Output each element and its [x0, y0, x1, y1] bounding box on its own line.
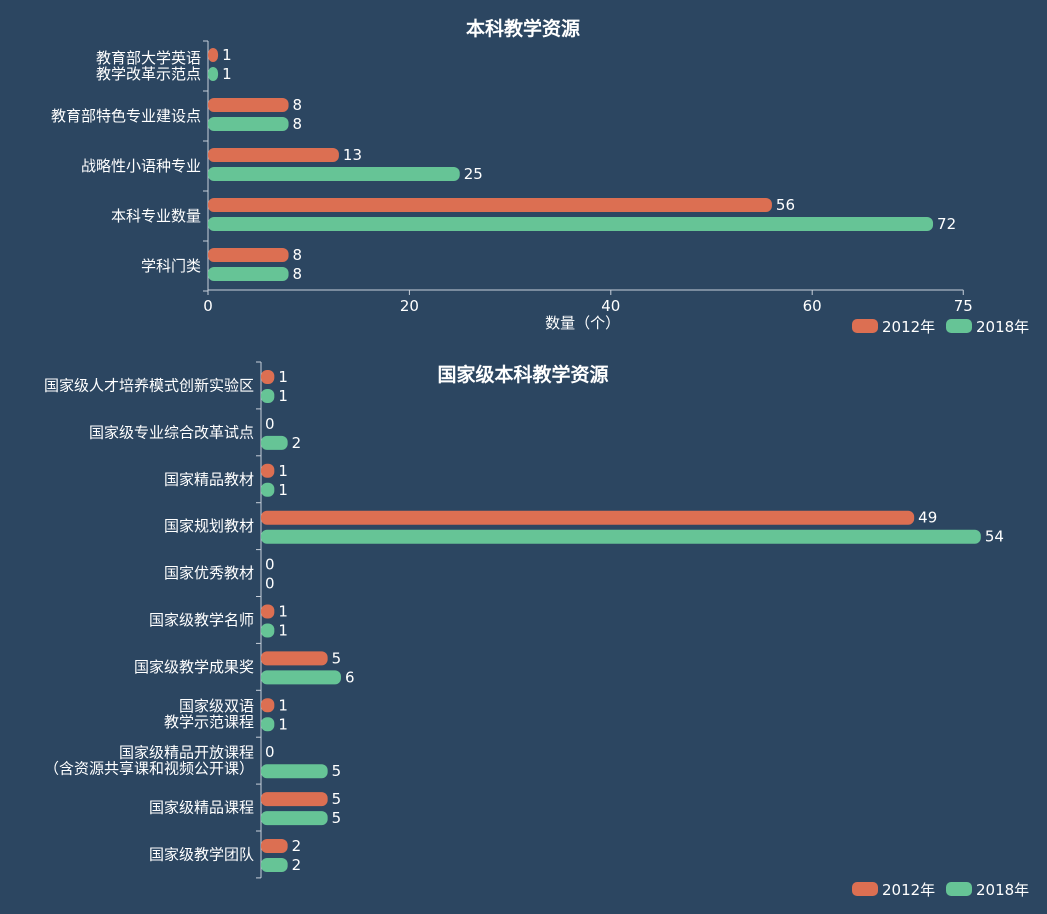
- bar-2012: [261, 463, 275, 478]
- legend-swatch-2012: [852, 882, 878, 896]
- value-label-2012: 1: [278, 696, 288, 714]
- value-label-2012: 5: [332, 649, 342, 667]
- bar-2012: [208, 148, 339, 162]
- bar-2018: [208, 117, 289, 131]
- value-label-2012: 13: [343, 146, 362, 164]
- value-label-2012: 5: [332, 790, 342, 808]
- value-label-2018: 1: [278, 387, 288, 405]
- value-label-2018: 6: [345, 668, 355, 686]
- value-label-2012: 0: [265, 556, 275, 574]
- value-label-2012: 49: [918, 509, 937, 527]
- bar-2018: [261, 811, 328, 826]
- bar-2018: [261, 764, 328, 779]
- value-label-2012: 1: [278, 603, 288, 621]
- legend-swatch-2018: [946, 319, 972, 333]
- value-label-2012: 0: [265, 415, 275, 433]
- value-label-2012: 56: [776, 196, 795, 214]
- legend-label-2012: 2012年: [882, 881, 935, 899]
- x-tick-label: 60: [803, 297, 822, 315]
- legend-label-2018: 2018年: [976, 881, 1029, 899]
- category-label: 国家级专业综合改革试点: [89, 423, 254, 441]
- category-label: 国家规划教材: [164, 517, 254, 535]
- category-label: 国家级精品开放课程: [119, 744, 254, 762]
- bar-2018: [261, 529, 981, 544]
- bar-2012: [261, 510, 915, 525]
- value-label-2018: 1: [278, 481, 288, 499]
- category-label: 教育部特色专业建设点: [51, 107, 201, 125]
- value-label-2018: 8: [293, 115, 303, 133]
- value-label-2012: 1: [278, 368, 288, 386]
- value-label-2018: 1: [278, 622, 288, 640]
- category-label: 教学示范课程: [164, 713, 254, 731]
- bar-2012: [261, 839, 288, 853]
- category-label: 国家级双语: [179, 697, 254, 715]
- value-label-2018: 1: [222, 65, 232, 83]
- category-label: 国家级教学名师: [149, 611, 254, 629]
- legend-label-2012: 2012年: [882, 318, 935, 336]
- x-tick-label: 0: [203, 297, 213, 315]
- value-label-2012: 8: [293, 246, 303, 264]
- value-label-2012: 2: [292, 837, 302, 855]
- value-label-2012: 1: [222, 46, 232, 64]
- legend-swatch-2012: [852, 319, 878, 333]
- bar-2018: [261, 389, 275, 403]
- value-label-2018: 8: [293, 265, 303, 283]
- value-label-2012: 8: [293, 96, 303, 114]
- bar-2018: [261, 482, 275, 497]
- bar-2018: [261, 435, 288, 450]
- value-label-2018: 0: [265, 575, 275, 593]
- bar-2012: [261, 651, 328, 666]
- category-label: 学科门类: [141, 257, 201, 275]
- category-label: 国家级人才培养模式创新实验区: [44, 376, 254, 394]
- value-label-2018: 1: [278, 715, 288, 733]
- bar-2018: [208, 167, 460, 181]
- value-label-2018: 72: [937, 215, 956, 233]
- chart-title: 国家级本科教学资源: [437, 363, 608, 386]
- bar-2018: [261, 670, 341, 685]
- value-label-2018: 25: [464, 165, 483, 183]
- bar-2012: [261, 370, 275, 384]
- category-label: 教育部大学英语: [96, 49, 201, 67]
- category-label: 教学改革示范点: [96, 65, 201, 83]
- value-label-2018: 5: [332, 762, 342, 780]
- chart-title: 本科教学资源: [466, 17, 580, 40]
- category-label: （含资源共享课和视频公开课）: [44, 760, 254, 778]
- bar-2012: [208, 98, 289, 112]
- x-axis-label: 数量（个）: [545, 314, 620, 332]
- value-label-2018: 2: [292, 434, 302, 452]
- value-label-2012: 1: [278, 462, 288, 480]
- bar-2018: [261, 623, 275, 638]
- category-label: 国家精品教材: [164, 470, 254, 488]
- category-label: 国家级教学团队: [149, 845, 254, 863]
- bar-2012: [208, 198, 772, 212]
- category-label: 国家级精品课程: [149, 799, 254, 817]
- legend-swatch-2018: [946, 882, 972, 896]
- category-label: 战略性小语种专业: [81, 157, 201, 175]
- bar-2012: [261, 604, 275, 619]
- value-label-2018: 54: [985, 528, 1004, 546]
- value-label-2018: 5: [332, 809, 342, 827]
- bar-2012: [261, 698, 275, 713]
- value-label-2012: 0: [265, 743, 275, 761]
- category-label: 国家优秀教材: [164, 564, 254, 582]
- category-label: 本科专业数量: [111, 207, 201, 225]
- x-tick-label: 40: [601, 297, 620, 315]
- value-label-2018: 2: [292, 856, 302, 874]
- bar-2018: [208, 67, 219, 81]
- bar-2012: [208, 48, 219, 62]
- x-tick-label: 20: [400, 297, 419, 315]
- bar-2018: [208, 217, 934, 231]
- bar-2018: [261, 717, 275, 732]
- legend-label-2018: 2018年: [976, 318, 1029, 336]
- bar-2012: [261, 792, 328, 807]
- bar-2012: [208, 248, 289, 262]
- bar-2018: [261, 858, 288, 872]
- x-tick-label: 75: [954, 297, 973, 315]
- bar-2018: [208, 267, 289, 281]
- category-label: 国家级教学成果奖: [134, 658, 254, 676]
